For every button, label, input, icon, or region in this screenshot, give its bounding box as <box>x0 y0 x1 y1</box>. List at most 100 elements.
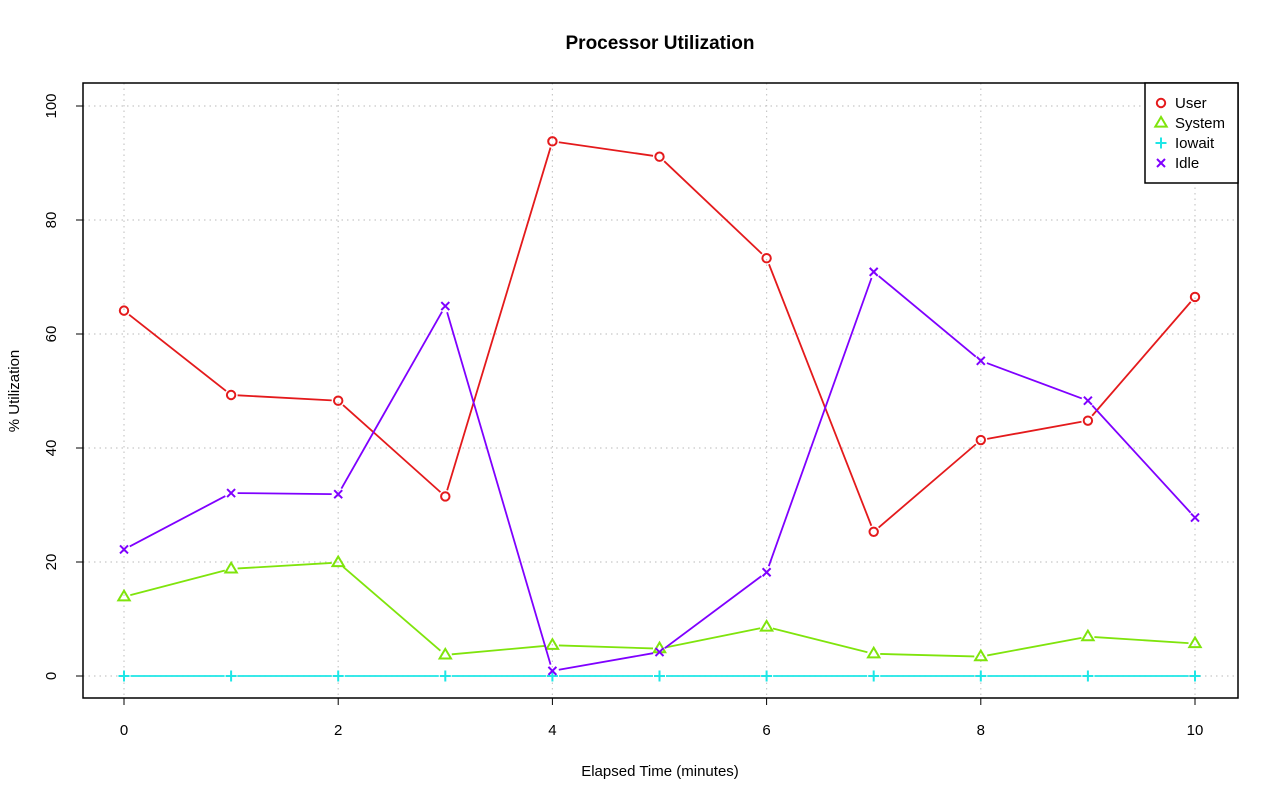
series-idle-segment-0 <box>129 495 226 548</box>
series-system-point-7 <box>866 645 882 659</box>
series-system-segment-0 <box>130 569 226 597</box>
series-system-point-10 <box>1187 635 1203 649</box>
series-system-point-0 <box>116 588 132 602</box>
series-user-point-4 <box>547 136 558 147</box>
series-idle-point-9 <box>1083 395 1093 406</box>
x-tick-label-1: 2 <box>334 722 342 739</box>
series-user-point-0 <box>118 305 130 316</box>
series-user-point-1 <box>225 389 237 401</box>
grid <box>83 83 1238 698</box>
series-iowait-point-6 <box>761 670 773 682</box>
series-system-point-2 <box>330 554 346 568</box>
series-idle-segment-3 <box>446 312 552 665</box>
series-system-point-8 <box>973 648 989 662</box>
series-iowait-point-4 <box>546 670 558 682</box>
series-idle-segment-2 <box>340 311 443 489</box>
legend-marker-system <box>1153 115 1169 128</box>
series-system-segment-5 <box>665 627 761 649</box>
series-iowait-point-0 <box>118 670 130 682</box>
legend-marker-idle <box>1156 158 1166 168</box>
series-user-segment-7 <box>878 443 977 529</box>
y-tick-label-3: 60 <box>43 326 60 343</box>
series-idle-segment-7 <box>878 275 977 358</box>
series-iowait-point-3 <box>439 670 451 682</box>
series-user-segment-0 <box>128 313 227 392</box>
series-system-segment-1 <box>237 562 332 570</box>
series-system-segment-7 <box>880 653 975 658</box>
series-user-segment-2 <box>342 404 442 493</box>
series-user-segment-9 <box>1091 301 1192 417</box>
series-idle-segment-5 <box>664 575 762 649</box>
series-system-segment-9 <box>1094 636 1189 644</box>
series-layer <box>116 136 1203 682</box>
series-idle-point-8 <box>976 356 986 366</box>
legend-label-user: User <box>1175 95 1207 112</box>
y-axis-label: % Utilization <box>6 350 23 433</box>
series-iowait-point-2 <box>332 670 344 682</box>
series-user-segment-5 <box>663 160 763 255</box>
legend-label-idle: Idle <box>1175 155 1199 172</box>
series-system-segment-4 <box>558 644 654 650</box>
x-axis-label: Elapsed Time (minutes) <box>581 763 739 780</box>
series-idle-point-2 <box>333 489 343 499</box>
series-idle-point-0 <box>119 544 129 555</box>
series-iowait-point-7 <box>868 670 880 682</box>
x-tick-label-5: 10 <box>1187 722 1204 739</box>
series-idle-segment-4 <box>558 652 654 671</box>
series-user-point-3 <box>440 491 451 502</box>
series-idle-point-4 <box>547 666 558 676</box>
series-user-point-8 <box>975 434 986 446</box>
series-idle-point-10 <box>1190 512 1200 523</box>
series-system <box>116 554 1203 662</box>
x-tick-label-0: 0 <box>120 722 128 739</box>
x-axis: 0 2 4 6 8 10 <box>120 697 1204 739</box>
y-axis: 0 20 40 60 80 100 <box>43 93 84 680</box>
y-tick-label-4: 80 <box>43 212 60 229</box>
series-idle-segment-8 <box>986 362 1083 400</box>
series-iowait-point-8 <box>975 670 987 682</box>
y-tick-label-2: 40 <box>43 440 60 457</box>
series-system-point-1 <box>223 560 239 574</box>
x-tick-label-2: 4 <box>548 722 556 739</box>
y-tick-label-0: 0 <box>43 672 60 680</box>
series-idle-point-5 <box>654 647 665 657</box>
chart-title: Processor Utilization <box>566 33 755 54</box>
series-idle <box>119 267 1200 676</box>
series-idle-segment-1 <box>237 492 332 496</box>
series-idle-segment-6 <box>767 277 873 567</box>
series-iowait-point-5 <box>654 670 665 682</box>
series-system-point-4 <box>544 637 560 650</box>
series-system-point-9 <box>1080 628 1096 642</box>
series-iowait-point-1 <box>225 670 237 682</box>
legend-marker-user <box>1155 97 1167 109</box>
series-system-segment-2 <box>342 566 441 652</box>
x-tick-label-3: 6 <box>762 722 770 739</box>
legend-marker-iowait <box>1155 137 1167 149</box>
series-iowait <box>118 670 1201 682</box>
legend: User System Iowait Idle <box>1144 82 1239 184</box>
legend-label-system: System <box>1175 115 1225 132</box>
series-user-segment-8 <box>987 420 1082 440</box>
series-idle-point-3 <box>440 301 451 311</box>
series-system-segment-6 <box>772 627 868 654</box>
series-user-point-5 <box>654 151 665 162</box>
series-user-segment-1 <box>237 394 332 402</box>
series-system-point-6 <box>759 619 775 632</box>
series-user-segment-6 <box>768 263 873 527</box>
series-system-segment-8 <box>987 636 1082 657</box>
series-user-point-9 <box>1082 415 1094 426</box>
y-tick-label-5: 100 <box>43 93 60 118</box>
series-iowait-point-9 <box>1082 670 1094 682</box>
series-user-point-6 <box>761 252 772 264</box>
plot-frame <box>82 82 1239 699</box>
series-user <box>118 136 1201 537</box>
series-iowait-point-10 <box>1189 670 1201 682</box>
series-idle-point-6 <box>761 567 772 577</box>
series-user-segment-3 <box>446 147 552 491</box>
series-user-point-2 <box>333 395 344 406</box>
legend-label-iowait: Iowait <box>1175 135 1215 152</box>
series-user-segment-4 <box>558 141 654 157</box>
series-user-point-10 <box>1189 291 1201 303</box>
series-idle-point-1 <box>226 488 236 498</box>
